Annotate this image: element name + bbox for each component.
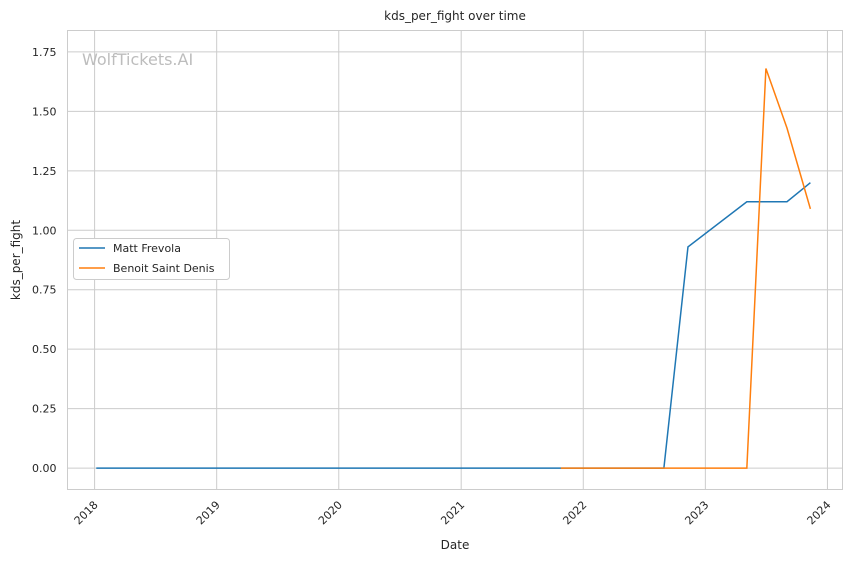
x-tick-label: 2024 bbox=[805, 498, 834, 527]
y-tick-label: 1.00 bbox=[32, 224, 57, 237]
plot-frame bbox=[67, 30, 843, 490]
x-tick-label: 2019 bbox=[194, 498, 223, 527]
x-tick-label: 2021 bbox=[438, 498, 467, 527]
y-tick-label: 0.50 bbox=[32, 343, 57, 356]
watermark: WolfTickets.AI bbox=[82, 50, 193, 69]
legend-label-0: Matt Frevola bbox=[113, 242, 181, 255]
y-tick-label: 1.75 bbox=[32, 46, 57, 59]
x-axis-label: Date bbox=[441, 538, 470, 552]
x-tick-label: 2023 bbox=[682, 498, 711, 527]
y-tick-label: 0.75 bbox=[32, 284, 57, 297]
y-tick-label: 0.25 bbox=[32, 403, 57, 416]
legend-label-1: Benoit Saint Denis bbox=[113, 262, 215, 275]
series-line-0 bbox=[96, 182, 811, 469]
x-tick-label: 2020 bbox=[316, 498, 345, 527]
y-axis-label: kds_per_fight bbox=[9, 220, 23, 301]
legend: Matt Frevola Benoit Saint Denis bbox=[73, 238, 230, 280]
y-tick-label: 0.00 bbox=[32, 462, 57, 475]
chart-title: kds_per_fight over time bbox=[384, 9, 526, 23]
x-tick-label: 2022 bbox=[560, 498, 589, 527]
x-tick-label: 2018 bbox=[72, 498, 101, 527]
y-tick-label: 1.50 bbox=[32, 105, 57, 118]
y-tick-label: 1.25 bbox=[32, 165, 57, 178]
